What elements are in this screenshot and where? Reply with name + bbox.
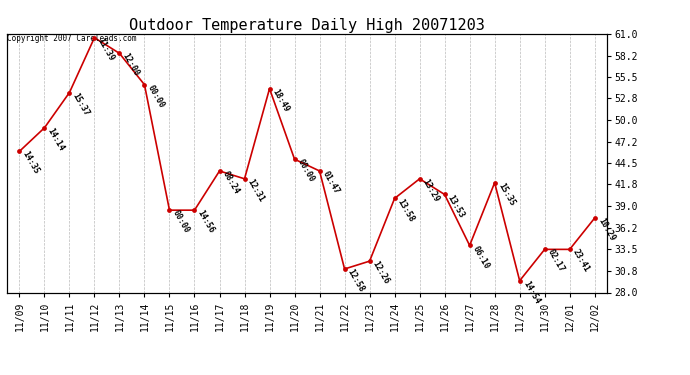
Text: 13:58: 13:58: [396, 197, 416, 223]
Point: [89, 34, 100, 40]
Text: 18:49: 18:49: [271, 87, 291, 113]
Text: 02:17: 02:17: [546, 248, 566, 274]
Point: [464, 243, 475, 249]
Point: [439, 192, 450, 198]
Point: [239, 176, 250, 182]
Text: 01:47: 01:47: [321, 170, 342, 196]
Point: [414, 176, 425, 182]
Text: Copyright 2007 Careleads.com: Copyright 2007 Careleads.com: [7, 34, 137, 43]
Point: [364, 258, 375, 264]
Text: 14:35: 14:35: [21, 150, 41, 176]
Text: 23:41: 23:41: [571, 248, 591, 274]
Text: 14:56: 14:56: [196, 209, 216, 235]
Point: [64, 90, 75, 96]
Text: 13:29: 13:29: [421, 177, 442, 204]
Point: [14, 148, 25, 154]
Text: 15:35: 15:35: [496, 182, 516, 207]
Point: [114, 50, 125, 56]
Text: 12:00: 12:00: [121, 52, 141, 78]
Point: [539, 246, 550, 252]
Text: 00:00: 00:00: [146, 83, 166, 110]
Text: 00:00: 00:00: [171, 209, 191, 235]
Text: 15:37: 15:37: [71, 91, 91, 117]
Point: [489, 180, 500, 186]
Point: [564, 246, 575, 252]
Title: Outdoor Temperature Daily High 20071203: Outdoor Temperature Daily High 20071203: [129, 18, 485, 33]
Point: [164, 207, 175, 213]
Text: 00:00: 00:00: [296, 158, 316, 184]
Point: [264, 86, 275, 92]
Point: [389, 195, 400, 201]
Text: 08:24: 08:24: [221, 170, 242, 196]
Text: 14:14: 14:14: [46, 126, 66, 153]
Point: [214, 168, 225, 174]
Text: 12:26: 12:26: [371, 260, 391, 286]
Point: [514, 278, 525, 284]
Point: [139, 82, 150, 88]
Text: 14:54: 14:54: [521, 279, 542, 306]
Point: [189, 207, 200, 213]
Text: 13:53: 13:53: [446, 193, 466, 219]
Point: [39, 125, 50, 131]
Point: [589, 215, 600, 221]
Text: 12:31: 12:31: [246, 177, 266, 204]
Point: [339, 266, 350, 272]
Text: 10:29: 10:29: [596, 217, 616, 243]
Point: [314, 168, 325, 174]
Text: 06:10: 06:10: [471, 244, 491, 270]
Text: 11:39: 11:39: [96, 36, 116, 62]
Point: [289, 156, 300, 162]
Text: 12:58: 12:58: [346, 268, 366, 294]
